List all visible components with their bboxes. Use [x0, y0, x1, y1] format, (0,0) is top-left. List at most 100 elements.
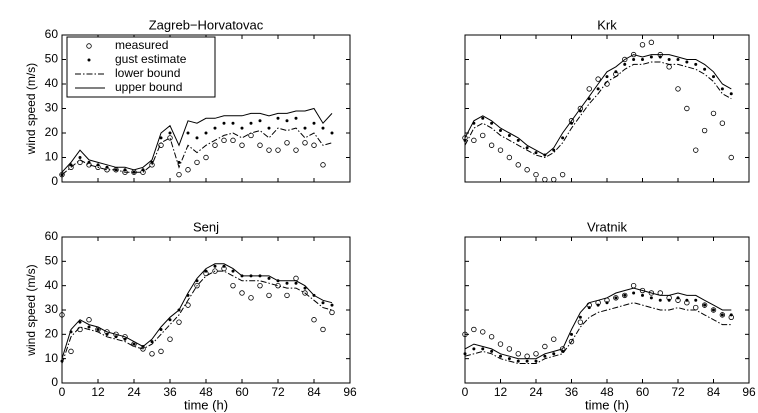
legend-symbol: [86, 43, 92, 49]
measured-point: [542, 343, 548, 350]
estimate-point: [249, 121, 253, 125]
measured-point: [559, 171, 566, 178]
estimate-point: [570, 121, 574, 125]
measured-point: [230, 282, 236, 289]
estimate-point: [258, 119, 262, 123]
estimate-point: [294, 281, 298, 285]
estimate-point: [96, 327, 100, 331]
measured-point: [149, 351, 155, 357]
estimate-point: [694, 62, 698, 66]
x-tick-label: 60: [235, 385, 249, 399]
measured-point: [239, 290, 245, 296]
measured-point: [302, 290, 308, 296]
measured-point: [488, 334, 495, 340]
measured-point: [568, 338, 575, 345]
estimate-point: [105, 332, 109, 336]
estimate-point: [150, 340, 154, 344]
measured-point: [639, 42, 646, 48]
measured-point: [320, 162, 326, 168]
measured-point: [320, 326, 326, 333]
estimate-point: [552, 352, 556, 356]
axes-frame: [61, 34, 351, 183]
measured-point: [551, 176, 557, 183]
estimate-point: [632, 291, 636, 295]
estimate-point: [703, 303, 707, 307]
y-tick-label: 30: [45, 302, 59, 316]
x-tick-label: 72: [271, 385, 285, 399]
y-axis-label: wind speed (m/s): [24, 63, 38, 155]
measured-point: [230, 137, 236, 144]
y-tick-label: 60: [45, 229, 59, 243]
estimate-point: [240, 126, 244, 130]
measured-point: [639, 287, 646, 294]
measured-point: [622, 292, 628, 299]
measured-point: [506, 346, 513, 352]
x-tick-label: 72: [671, 385, 685, 399]
estimate-point: [490, 121, 494, 125]
estimate-point: [472, 347, 476, 351]
measured-point: [701, 127, 708, 134]
measured-point: [203, 154, 209, 161]
estimate-point: [213, 126, 217, 130]
measured-point: [275, 282, 281, 289]
measured-point: [167, 336, 173, 342]
estimate-point: [114, 335, 118, 339]
measured-point: [212, 142, 218, 148]
x-tick-label: 0: [462, 385, 469, 399]
estimate-point: [729, 313, 733, 317]
y-tick-label: 0: [51, 174, 58, 188]
estimate-point: [605, 75, 609, 79]
estimate-point: [507, 133, 511, 137]
estimate-point: [623, 293, 627, 297]
measured-point: [185, 167, 191, 173]
estimate-point: [78, 155, 82, 159]
estimate-point: [204, 269, 208, 273]
measured-point: [666, 64, 672, 70]
estimate-point: [516, 359, 520, 363]
estimate-point: [303, 126, 307, 130]
legend-label: lower bound: [115, 66, 180, 80]
measured-point: [551, 336, 557, 342]
measured-point: [284, 292, 290, 299]
x-tick-label: 48: [199, 385, 213, 399]
estimate-point: [330, 131, 334, 135]
y-tick-label: 10: [45, 351, 59, 365]
measured-point: [167, 135, 173, 141]
estimate-point: [204, 131, 208, 135]
upper-bound-line: [464, 287, 732, 360]
estimate-point: [712, 75, 716, 79]
estimate-point: [498, 129, 502, 133]
estimate-point: [312, 121, 316, 125]
y-tick-label: 40: [45, 278, 59, 292]
estimate-point: [614, 296, 618, 300]
measured-point: [497, 341, 504, 347]
estimate-point: [231, 121, 235, 125]
estimate-point: [525, 359, 529, 363]
legend-label: gust estimate: [115, 52, 187, 66]
estimate-point: [720, 87, 724, 91]
estimate-point: [552, 148, 556, 152]
estimate-point: [623, 62, 627, 66]
measured-point: [275, 147, 281, 153]
legend-label: measured: [115, 38, 168, 52]
measured-point: [257, 142, 263, 148]
estimate-point: [132, 170, 136, 174]
estimate-point: [481, 116, 485, 120]
measured-point: [68, 348, 74, 355]
measured-point: [158, 348, 164, 355]
x-axis-label: time (h): [585, 397, 629, 412]
estimate-point: [578, 315, 582, 319]
x-tick-label: 12: [494, 385, 508, 399]
lower-bound-line: [61, 270, 333, 364]
measured-point: [194, 282, 200, 289]
x-tick-label: 84: [307, 385, 321, 399]
estimate-point: [649, 55, 653, 59]
subplot-title: Zagreb−Horvatovac: [149, 17, 264, 32]
subplot-title: Vratnik: [587, 219, 627, 234]
x-tick-label: 84: [707, 385, 721, 399]
measured-point: [86, 317, 92, 323]
lower-bound-line: [464, 61, 732, 159]
estimate-point: [729, 92, 733, 96]
measured-point: [176, 319, 182, 325]
estimate-point: [123, 168, 127, 172]
